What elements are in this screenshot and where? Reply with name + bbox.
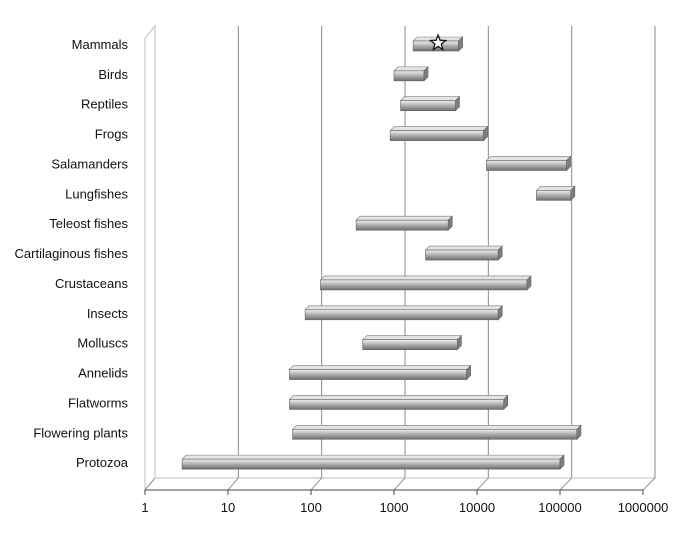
bar-cartilaginous-fishes xyxy=(424,245,503,261)
bar-molluscs xyxy=(362,334,463,351)
category-label-flatworms: Flatworms xyxy=(68,395,128,410)
tick-label-1000: 1000 xyxy=(380,500,409,515)
bar-teleost-fishes xyxy=(355,215,453,231)
bar-salamanders xyxy=(485,155,572,172)
floor-gridline-100 xyxy=(310,477,323,491)
bars xyxy=(181,36,582,470)
category-label-mammals: Mammals xyxy=(72,37,129,52)
category-label-reptiles: Reptiles xyxy=(81,97,128,112)
bar-lungfishes xyxy=(535,185,576,202)
tick-label-10000: 10000 xyxy=(459,500,495,515)
star-marker-mammals xyxy=(428,33,448,51)
tick-label-1: 1 xyxy=(141,500,148,515)
bar-birds xyxy=(393,66,429,82)
floor-gridline-100000 xyxy=(559,477,573,491)
bar-flatworms xyxy=(288,394,509,411)
chart-walls xyxy=(143,24,657,492)
floor-gridline-1000 xyxy=(393,477,406,491)
bar-reptiles xyxy=(399,96,461,112)
category-label-teleost-fishes: Teleost fishes xyxy=(49,216,128,231)
category-label-lungfishes: Lungfishes xyxy=(65,186,128,201)
category-label-annelids: Annelids xyxy=(78,366,128,381)
bar-insects xyxy=(304,305,503,321)
x-axis-ticks: 1 10 100 1000 10000 100000 1000000 xyxy=(141,489,669,515)
category-label-protozoa: Protozoa xyxy=(76,455,129,470)
floor-gridline-10 xyxy=(227,477,239,491)
bar-protozoa xyxy=(181,454,565,470)
tick-label-100: 100 xyxy=(300,500,322,515)
bar-crustaceans xyxy=(319,275,532,291)
floor-gridline-1 xyxy=(144,477,156,491)
bar-flowering-plants xyxy=(291,424,582,440)
floor-gridline-10000 xyxy=(476,477,489,491)
category-label-molluscs: Molluscs xyxy=(77,336,128,351)
category-label-birds: Birds xyxy=(98,67,128,82)
category-label-crustaceans: Crustaceans xyxy=(55,276,128,291)
gridlines xyxy=(144,26,656,491)
category-label-frogs: Frogs xyxy=(95,127,129,142)
bar-frogs xyxy=(389,125,489,142)
tick-label-100000: 100000 xyxy=(538,500,581,515)
left-wall xyxy=(144,24,156,492)
category-labels: Mammals Birds Reptiles Frogs Salamanders Lung… xyxy=(15,37,129,470)
markers xyxy=(428,33,448,51)
category-label-flowering-plants: Flowering plants xyxy=(33,425,128,440)
category-label-salamanders: Salamanders xyxy=(51,156,128,171)
category-label-insects: Insects xyxy=(87,306,129,321)
category-label-cartilaginous-fishes: Cartilaginous fishes xyxy=(15,246,129,261)
floor-gridline-1000000 xyxy=(642,477,656,491)
tick-label-1000000: 1000000 xyxy=(618,500,669,515)
tick-label-10: 10 xyxy=(221,500,235,515)
bar-annelids xyxy=(288,364,472,381)
